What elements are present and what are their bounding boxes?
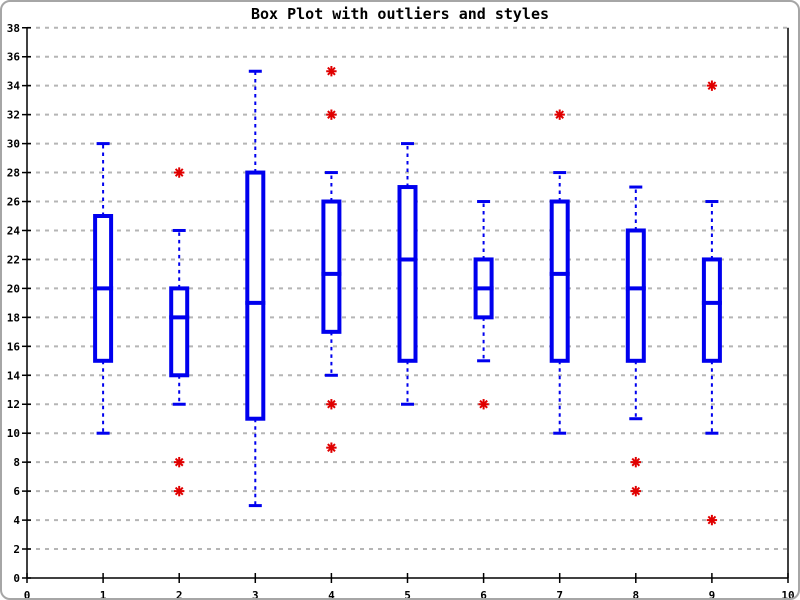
- outlier-marker: [630, 456, 641, 468]
- outlier-marker: [173, 485, 185, 497]
- x-tick-label: 10: [781, 589, 794, 600]
- outlier-marker: [326, 399, 337, 410]
- box-group-9: [701, 80, 722, 526]
- box-group-6: [473, 200, 494, 410]
- y-tick-label: 20: [7, 282, 20, 295]
- x-tick-label: 9: [709, 589, 716, 600]
- y-tick-label: 34: [7, 80, 21, 93]
- box-group-5: [397, 142, 418, 406]
- y-tick-label: 6: [13, 485, 20, 498]
- x-tick-label: 3: [252, 589, 259, 600]
- iqr-box: [169, 286, 190, 378]
- y-tick-label: 4: [13, 514, 20, 527]
- y-tick-label: 26: [7, 196, 21, 209]
- outlier-marker: [326, 442, 337, 453]
- box-group-3: [245, 69, 266, 508]
- y-tick-label: 22: [7, 253, 20, 266]
- y-tick-label: 10: [7, 427, 20, 440]
- chart-title: Box Plot with outliers and styles: [250, 5, 549, 23]
- y-tick-label: 2: [13, 543, 20, 556]
- x-tick-label: 7: [556, 589, 563, 600]
- box-group-1: [93, 142, 114, 435]
- iqr-box: [397, 185, 418, 363]
- outlier-marker: [706, 514, 718, 526]
- outlier-marker: [326, 65, 337, 77]
- x-tick-label: 6: [480, 589, 487, 600]
- iqr-box: [321, 199, 342, 334]
- y-tick-label: 36: [7, 51, 21, 64]
- x-tick-label: 8: [632, 589, 639, 600]
- outlier-marker: [630, 485, 641, 497]
- x-tick-label: 2: [176, 589, 183, 600]
- outlier-marker: [554, 109, 565, 120]
- box-group-7: [549, 109, 570, 435]
- outlier-marker: [173, 456, 185, 468]
- y-tick-label: 28: [7, 167, 20, 180]
- box-group-2: [169, 167, 190, 497]
- outlier-marker: [173, 167, 185, 178]
- y-tick-label: 16: [7, 340, 21, 353]
- iqr-box: [701, 257, 722, 363]
- x-tick-label: 1: [100, 589, 107, 600]
- y-tick-label: 12: [7, 398, 20, 411]
- x-tick-label: 5: [404, 589, 411, 600]
- outlier-marker: [326, 109, 337, 120]
- y-tick-label: 14: [7, 369, 21, 382]
- y-tick-label: 18: [7, 311, 20, 324]
- y-tick-label: 24: [7, 224, 21, 237]
- box-group-4: [321, 65, 342, 453]
- box-group-8: [625, 185, 646, 497]
- y-tick-label: 8: [13, 456, 20, 469]
- y-tick-label: 38: [7, 22, 20, 35]
- x-tick-label: 4: [328, 589, 335, 600]
- outlier-marker: [706, 80, 718, 91]
- x-tick-label: 0: [24, 589, 31, 600]
- iqr-box: [549, 199, 570, 363]
- iqr-box: [245, 170, 266, 421]
- iqr-box: [625, 228, 646, 363]
- y-tick-label: 0: [13, 572, 20, 585]
- y-tick-label: 30: [7, 138, 20, 151]
- y-tick-label: 32: [7, 109, 20, 122]
- outlier-marker: [478, 399, 489, 410]
